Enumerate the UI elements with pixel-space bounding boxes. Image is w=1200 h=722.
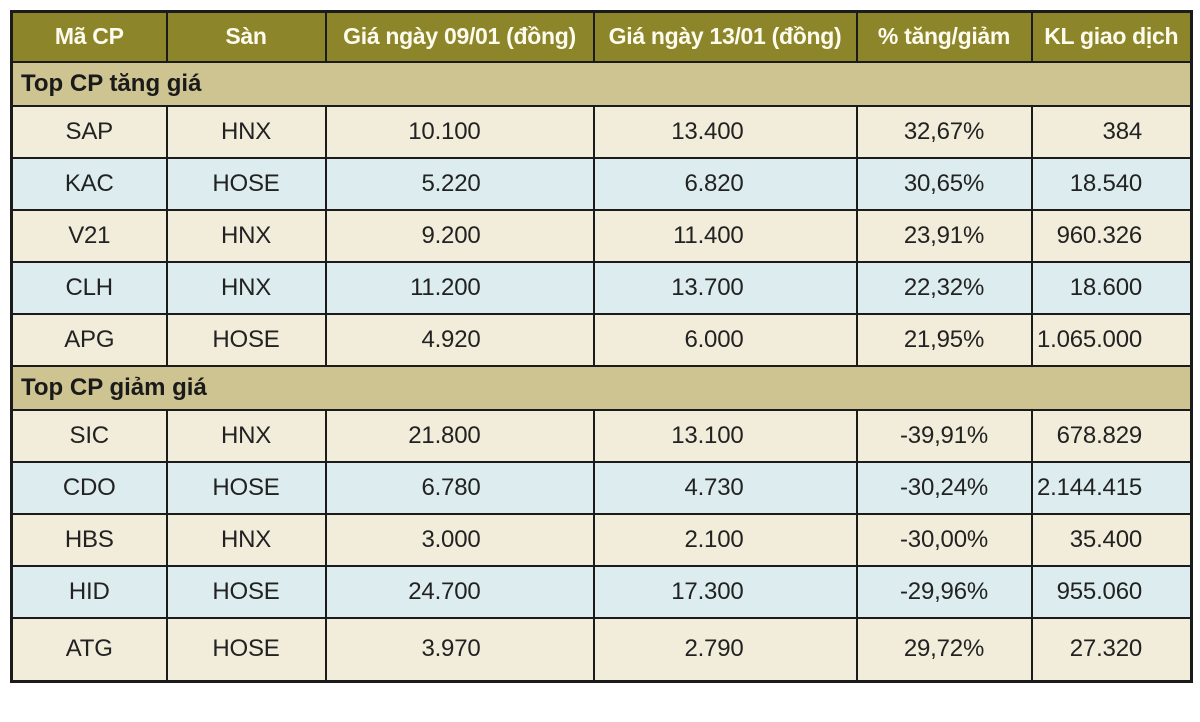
price-0901-cell: 11.200 [324,260,595,315]
price-0901-cell: 10.100 [324,104,595,159]
exchange-cell: HNX [165,208,327,263]
price-1301-cell: 2.100 [592,512,858,567]
table-row: SIC HNX 21.800 13.100 -39,91% 678.829 [10,408,1193,463]
ticker-cell: CDO [10,460,168,515]
column-header-6: KL giao dịch [1030,10,1193,63]
table-row: V21 HNX 9.200 11.400 23,91% 960.326 [10,208,1193,263]
section-band-row: Top CP giảm giá [10,364,1193,411]
price-0901-cell: 5.220 [324,156,595,211]
ticker-cell: KAC [10,156,168,211]
price-1301-cell: 11.400 [592,208,858,263]
percent-change-cell: 22,32% [855,260,1033,315]
price-1301-cell: 13.400 [592,104,858,159]
price-0901-cell: 24.700 [324,564,595,619]
exchange-cell: HOSE [165,312,327,367]
table-row: HID HOSE 24.700 17.300 -29,96% 955.060 [10,564,1193,619]
price-1301-cell: 6.000 [592,312,858,367]
column-header-1: Mã CP [10,10,168,63]
percent-change-cell: -39,91% [855,408,1033,463]
column-header-3: Giá ngày 09/01 (đồng) [324,10,595,63]
stock-price-table: Mã CP Sàn Giá ngày 09/01 (đồng) Giá ngày 13… [10,10,1193,683]
percent-change-cell: -30,00% [855,512,1033,567]
table-row: SAP HNX 10.100 13.400 32,67% 384 [10,104,1193,159]
table-row: APG HOSE 4.920 6.000 21,95% 1.065.000 [10,312,1193,367]
percent-change-cell: 30,65% [855,156,1033,211]
price-0901-cell: 3.000 [324,512,595,567]
table-row: CLH HNX 11.200 13.700 22,32% 18.600 [10,260,1193,315]
price-1301-cell: 4.730 [592,460,858,515]
price-0901-cell: 3.970 [324,616,595,683]
exchange-cell: HNX [165,104,327,159]
price-0901-cell: 9.200 [324,208,595,263]
exchange-cell: HOSE [165,460,327,515]
price-1301-cell: 13.100 [592,408,858,463]
price-0901-cell: 6.780 [324,460,595,515]
percent-change-cell: 21,95% [855,312,1033,367]
table-row: ATG HOSE 3.970 2.790 29,72% 27.320 [10,616,1193,683]
volume-cell: 384 [1030,104,1193,159]
volume-cell: 35.400 [1030,512,1193,567]
column-header-4: Giá ngày 13/01 (đồng) [592,10,858,63]
exchange-cell: HNX [165,512,327,567]
column-header-2: Sàn [165,10,327,63]
table-body: Top CP tăng giá SAP HNX 10.100 13.400 32,67% 3… [10,60,1193,683]
ticker-cell: V21 [10,208,168,263]
ticker-cell: ATG [10,616,168,683]
exchange-cell: HNX [165,260,327,315]
column-header-5: % tăng/giảm [855,10,1033,63]
ticker-cell: HBS [10,512,168,567]
price-1301-cell: 13.700 [592,260,858,315]
exchange-cell: HOSE [165,616,327,683]
section-title: Top CP tăng giá [10,60,1193,107]
exchange-cell: HOSE [165,156,327,211]
percent-change-cell: 32,67% [855,104,1033,159]
section-title: Top CP giảm giá [10,364,1193,411]
volume-cell: 27.320 [1030,616,1193,683]
ticker-cell: SIC [10,408,168,463]
price-0901-cell: 4.920 [324,312,595,367]
section-band-row: Top CP tăng giá [10,60,1193,107]
percent-change-cell: 29,72% [855,616,1033,683]
percent-change-cell: -29,96% [855,564,1033,619]
price-0901-cell: 21.800 [324,408,595,463]
table-header: Mã CP Sàn Giá ngày 09/01 (đồng) Giá ngày 13… [10,10,1193,63]
price-1301-cell: 2.790 [592,616,858,683]
volume-cell: 18.600 [1030,260,1193,315]
exchange-cell: HOSE [165,564,327,619]
percent-change-cell: -30,24% [855,460,1033,515]
price-1301-cell: 6.820 [592,156,858,211]
ticker-cell: APG [10,312,168,367]
ticker-cell: SAP [10,104,168,159]
volume-cell: 1.065.000 [1030,312,1193,367]
ticker-cell: HID [10,564,168,619]
volume-cell: 678.829 [1030,408,1193,463]
table-row: KAC HOSE 5.220 6.820 30,65% 18.540 [10,156,1193,211]
percent-change-cell: 23,91% [855,208,1033,263]
table-row: HBS HNX 3.000 2.100 -30,00% 35.400 [10,512,1193,567]
volume-cell: 2.144.415 [1030,460,1193,515]
table-row: CDO HOSE 6.780 4.730 -30,24% 2.144.415 [10,460,1193,515]
volume-cell: 960.326 [1030,208,1193,263]
exchange-cell: HNX [165,408,327,463]
volume-cell: 18.540 [1030,156,1193,211]
ticker-cell: CLH [10,260,168,315]
table-header-row: Mã CP Sàn Giá ngày 09/01 (đồng) Giá ngày 13… [10,10,1193,63]
price-1301-cell: 17.300 [592,564,858,619]
volume-cell: 955.060 [1030,564,1193,619]
